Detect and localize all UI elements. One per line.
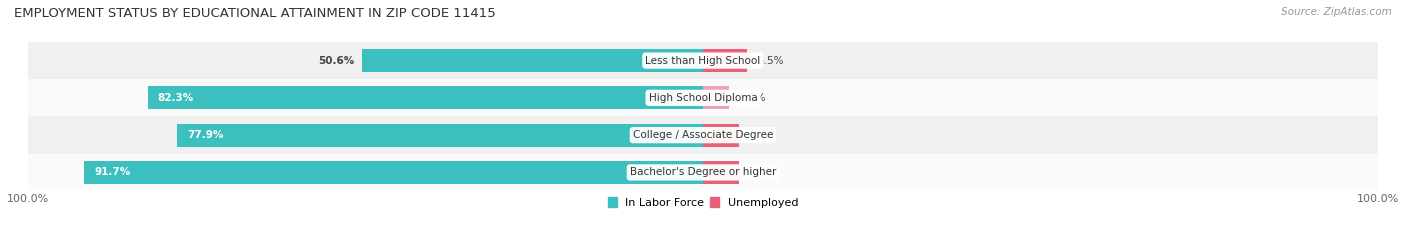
Bar bbox=[703, 86, 730, 110]
Text: EMPLOYMENT STATUS BY EDUCATIONAL ATTAINMENT IN ZIP CODE 11415: EMPLOYMENT STATUS BY EDUCATIONAL ATTAINM… bbox=[14, 7, 496, 20]
Text: 91.7%: 91.7% bbox=[94, 168, 131, 177]
Text: Bachelor's Degree or higher: Bachelor's Degree or higher bbox=[630, 168, 776, 177]
Bar bbox=[148, 86, 703, 110]
Bar bbox=[703, 49, 747, 72]
Bar bbox=[361, 49, 703, 72]
Legend: In Labor Force, Unemployed: In Labor Force, Unemployed bbox=[603, 193, 803, 212]
Bar bbox=[84, 161, 703, 184]
Text: High School Diploma: High School Diploma bbox=[648, 93, 758, 103]
Bar bbox=[28, 116, 1378, 154]
Text: Source: ZipAtlas.com: Source: ZipAtlas.com bbox=[1281, 7, 1392, 17]
Text: 5.3%: 5.3% bbox=[749, 130, 775, 140]
Text: 50.6%: 50.6% bbox=[319, 56, 354, 65]
Bar bbox=[28, 42, 1378, 79]
Bar bbox=[28, 79, 1378, 116]
Text: 6.5%: 6.5% bbox=[756, 56, 783, 65]
Text: 82.3%: 82.3% bbox=[157, 93, 194, 103]
Text: College / Associate Degree: College / Associate Degree bbox=[633, 130, 773, 140]
Bar bbox=[703, 123, 738, 147]
Text: 5.3%: 5.3% bbox=[749, 168, 775, 177]
Bar bbox=[28, 154, 1378, 191]
Text: Less than High School: Less than High School bbox=[645, 56, 761, 65]
Text: 77.9%: 77.9% bbox=[187, 130, 224, 140]
Bar bbox=[703, 161, 738, 184]
Text: 3.9%: 3.9% bbox=[740, 93, 766, 103]
Bar bbox=[177, 123, 703, 147]
